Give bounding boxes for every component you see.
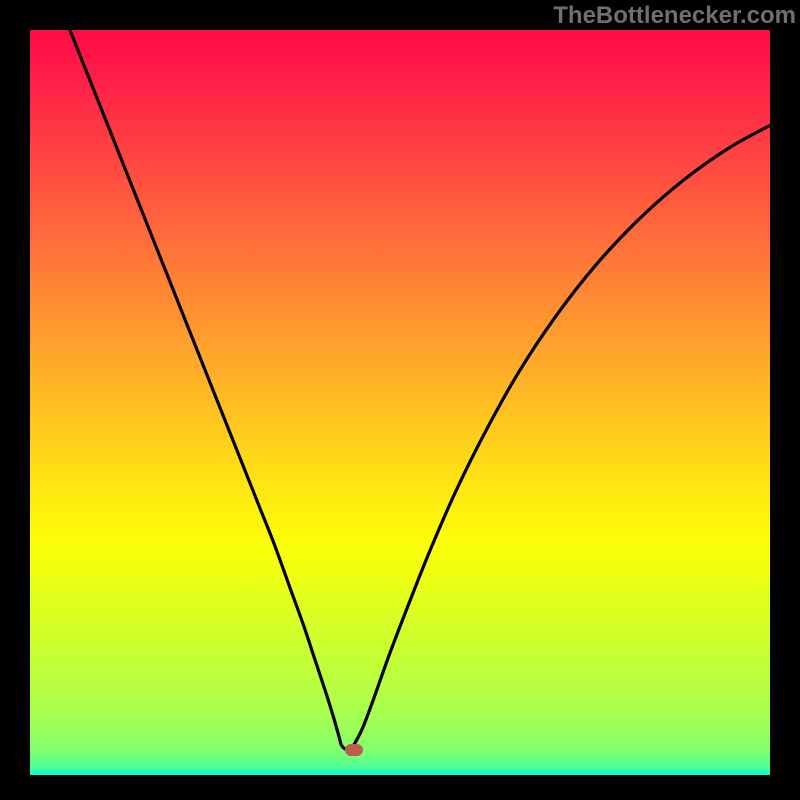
watermark-text: TheBottlenecker.com [553, 2, 796, 30]
min-marker [345, 744, 363, 756]
plot-area [30, 30, 770, 775]
curve-svg [30, 30, 770, 775]
chart-container: TheBottlenecker.com [0, 0, 800, 800]
curve-line [70, 30, 770, 750]
